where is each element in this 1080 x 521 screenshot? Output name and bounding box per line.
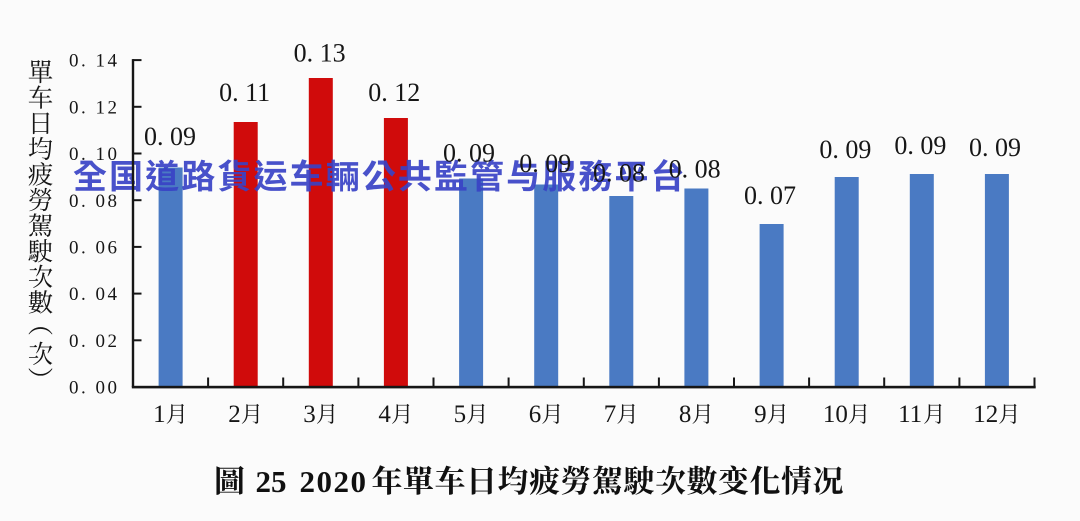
svg-text:7: 7 [604, 401, 617, 428]
svg-text:0. 07: 0. 07 [744, 181, 796, 210]
svg-text:2: 2 [228, 401, 241, 428]
svg-text:25: 25 [256, 464, 287, 499]
svg-text:0. 09: 0. 09 [144, 122, 196, 151]
svg-text:0. 09: 0. 09 [969, 133, 1021, 162]
svg-text:0. 08: 0. 08 [69, 191, 120, 212]
svg-text:0. 13: 0. 13 [294, 39, 346, 68]
svg-text:0. 09: 0. 09 [819, 135, 871, 164]
svg-text:2020: 2020 [300, 464, 368, 499]
svg-text:4: 4 [378, 401, 391, 428]
svg-text:0. 08: 0. 08 [593, 159, 645, 188]
svg-text:0. 09: 0. 09 [443, 139, 495, 168]
svg-text:0. 04: 0. 04 [69, 284, 120, 305]
svg-text:0. 09: 0. 09 [894, 131, 946, 160]
svg-text:0. 14: 0. 14 [69, 51, 120, 72]
svg-text:0. 00: 0. 00 [69, 378, 120, 399]
svg-text:0. 08: 0. 08 [669, 155, 721, 184]
svg-text:3: 3 [303, 401, 316, 428]
svg-text:0. 06: 0. 06 [69, 238, 120, 259]
svg-text:6: 6 [529, 401, 542, 428]
svg-text:0. 11: 0. 11 [219, 78, 270, 107]
svg-text:5: 5 [454, 401, 467, 428]
svg-text:9: 9 [754, 401, 767, 428]
svg-text:0. 09: 0. 09 [519, 149, 571, 178]
svg-text:12: 12 [973, 401, 998, 428]
svg-text:0. 10: 0. 10 [69, 144, 120, 165]
svg-text:11: 11 [898, 401, 922, 428]
svg-text:8: 8 [679, 401, 692, 428]
svg-text:0. 02: 0. 02 [69, 331, 120, 352]
svg-text:1: 1 [153, 401, 166, 428]
svg-text:10: 10 [823, 401, 848, 428]
svg-text:0. 12: 0. 12 [69, 97, 120, 118]
svg-text:0. 12: 0. 12 [368, 78, 420, 107]
